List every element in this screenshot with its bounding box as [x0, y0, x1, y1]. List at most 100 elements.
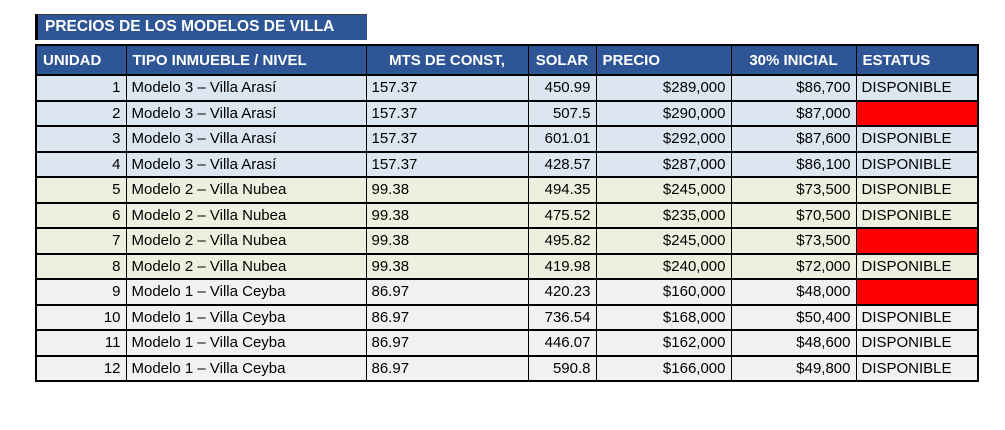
mts-cell: 99.38 — [365, 252, 529, 280]
unidad-cell: 11 — [35, 329, 127, 357]
column-header-solar: SOLAR — [527, 44, 597, 76]
inicial-cell: $50,400 — [730, 303, 857, 331]
inicial-cell: $73,500 — [730, 176, 857, 204]
precio-cell: $289,000 — [595, 74, 732, 102]
inicial-cell: $87,000 — [730, 99, 857, 127]
unidad-cell: 9 — [35, 278, 127, 306]
solar-cell: 495.82 — [527, 227, 597, 255]
precio-cell: $168,000 — [595, 303, 732, 331]
unidad-cell: 10 — [35, 303, 127, 331]
inicial-cell: $72,000 — [730, 252, 857, 280]
solar-cell: 446.07 — [527, 329, 597, 357]
estatus-cell: DISPONIBLE — [855, 125, 979, 153]
estatus-cell — [855, 278, 979, 306]
precio-cell: $162,000 — [595, 329, 732, 357]
table-row: 6 Modelo 2 – Villa Nubea 99.38 475.52 $2… — [35, 201, 979, 229]
precio-cell: $240,000 — [595, 252, 732, 280]
column-header-unidad: UNIDAD — [35, 44, 127, 76]
unidad-cell: 4 — [35, 150, 127, 178]
estatus-cell: DISPONIBLE — [855, 303, 979, 331]
precio-cell: $245,000 — [595, 227, 732, 255]
table-row: 5 Modelo 2 – Villa Nubea 99.38 494.35 $2… — [35, 176, 979, 204]
solar-cell: 450.99 — [527, 74, 597, 102]
tipo-cell: Modelo 3 – Villa Arasí — [125, 99, 367, 127]
solar-cell: 736.54 — [527, 303, 597, 331]
tipo-cell: Modelo 3 – Villa Arasí — [125, 125, 367, 153]
tipo-cell: Modelo 1 – Villa Ceyba — [125, 354, 367, 382]
solar-cell: 475.52 — [527, 201, 597, 229]
unidad-cell: 12 — [35, 354, 127, 382]
mts-cell: 86.97 — [365, 354, 529, 382]
estatus-cell: DISPONIBLE — [855, 201, 979, 229]
mts-cell: 157.37 — [365, 74, 529, 102]
precio-cell: $287,000 — [595, 150, 732, 178]
mts-cell: 99.38 — [365, 201, 529, 229]
table-row: 8 Modelo 2 – Villa Nubea 99.38 419.98 $2… — [35, 252, 979, 280]
inicial-cell: $87,600 — [730, 125, 857, 153]
solar-cell: 428.57 — [527, 150, 597, 178]
tipo-cell: Modelo 1 – Villa Ceyba — [125, 278, 367, 306]
mts-cell: 157.37 — [365, 125, 529, 153]
column-header-tipo-inmueble: TIPO INMUEBLE / NIVEL — [125, 44, 367, 76]
solar-cell: 494.35 — [527, 176, 597, 204]
estatus-cell: DISPONIBLE — [855, 354, 979, 382]
inicial-cell: $73,500 — [730, 227, 857, 255]
precio-cell: $166,000 — [595, 354, 732, 382]
table-row: 2 Modelo 3 – Villa Arasí 157.37 507.5 $2… — [35, 99, 979, 127]
solar-cell: 419.98 — [527, 252, 597, 280]
column-header-estatus: ESTATUS — [855, 44, 979, 76]
mts-cell: 99.38 — [365, 176, 529, 204]
table-row: 4 Modelo 3 – Villa Arasí 157.37 428.57 $… — [35, 150, 979, 178]
estatus-cell: DISPONIBLE — [855, 329, 979, 357]
table-row: 10 Modelo 1 – Villa Ceyba 86.97 736.54 $… — [35, 303, 979, 331]
precio-cell: $290,000 — [595, 99, 732, 127]
tipo-cell: Modelo 2 – Villa Nubea — [125, 252, 367, 280]
solar-cell: 601.01 — [527, 125, 597, 153]
tipo-cell: Modelo 2 – Villa Nubea — [125, 227, 367, 255]
solar-cell: 507.5 — [527, 99, 597, 127]
inicial-cell: $70,500 — [730, 201, 857, 229]
precio-cell: $292,000 — [595, 125, 732, 153]
inicial-cell: $48,600 — [730, 329, 857, 357]
unidad-cell: 1 — [35, 74, 127, 102]
tipo-cell: Modelo 1 – Villa Ceyba — [125, 329, 367, 357]
tipo-cell: Modelo 2 – Villa Nubea — [125, 176, 367, 204]
column-header-precio: PRECIO — [595, 44, 732, 76]
tipo-cell: Modelo 3 – Villa Arasí — [125, 150, 367, 178]
villa-price-table: UNIDAD TIPO INMUEBLE / NIVEL MTS DE CONS… — [35, 44, 979, 382]
solar-cell: 590.8 — [527, 354, 597, 382]
estatus-cell: DISPONIBLE — [855, 150, 979, 178]
tipo-cell: Modelo 3 – Villa Arasí — [125, 74, 367, 102]
precio-cell: $160,000 — [595, 278, 732, 306]
unidad-cell: 5 — [35, 176, 127, 204]
estatus-cell: DISPONIBLE — [855, 252, 979, 280]
estatus-cell: DISPONIBLE — [855, 74, 979, 102]
table-row: 3 Modelo 3 – Villa Arasí 157.37 601.01 $… — [35, 125, 979, 153]
precio-cell: $235,000 — [595, 201, 732, 229]
tipo-cell: Modelo 1 – Villa Ceyba — [125, 303, 367, 331]
solar-cell: 420.23 — [527, 278, 597, 306]
precio-cell: $245,000 — [595, 176, 732, 204]
unidad-cell: 6 — [35, 201, 127, 229]
unidad-cell: 7 — [35, 227, 127, 255]
estatus-cell — [855, 227, 979, 255]
header-row: UNIDAD TIPO INMUEBLE / NIVEL MTS DE CONS… — [35, 44, 979, 76]
mts-cell: 86.97 — [365, 278, 529, 306]
tipo-cell: Modelo 2 – Villa Nubea — [125, 201, 367, 229]
inicial-cell: $86,100 — [730, 150, 857, 178]
inicial-cell: $86,700 — [730, 74, 857, 102]
column-header-inicial: 30% INICIAL — [730, 44, 857, 76]
estatus-cell: DISPONIBLE — [855, 176, 979, 204]
unidad-cell: 2 — [35, 99, 127, 127]
table-title: PRECIOS DE LOS MODELOS DE VILLA — [35, 14, 367, 40]
table-row: 7 Modelo 2 – Villa Nubea 99.38 495.82 $2… — [35, 227, 979, 255]
unidad-cell: 3 — [35, 125, 127, 153]
column-header-mts-const: MTS DE CONST, — [365, 44, 529, 76]
table-row: 9 Modelo 1 – Villa Ceyba 86.97 420.23 $1… — [35, 278, 979, 306]
inicial-cell: $48,000 — [730, 278, 857, 306]
table-row: 1 Modelo 3 – Villa Arasí 157.37 450.99 $… — [35, 74, 979, 102]
table-row: 11 Modelo 1 – Villa Ceyba 86.97 446.07 $… — [35, 329, 979, 357]
unidad-cell: 8 — [35, 252, 127, 280]
mts-cell: 157.37 — [365, 150, 529, 178]
mts-cell: 86.97 — [365, 303, 529, 331]
